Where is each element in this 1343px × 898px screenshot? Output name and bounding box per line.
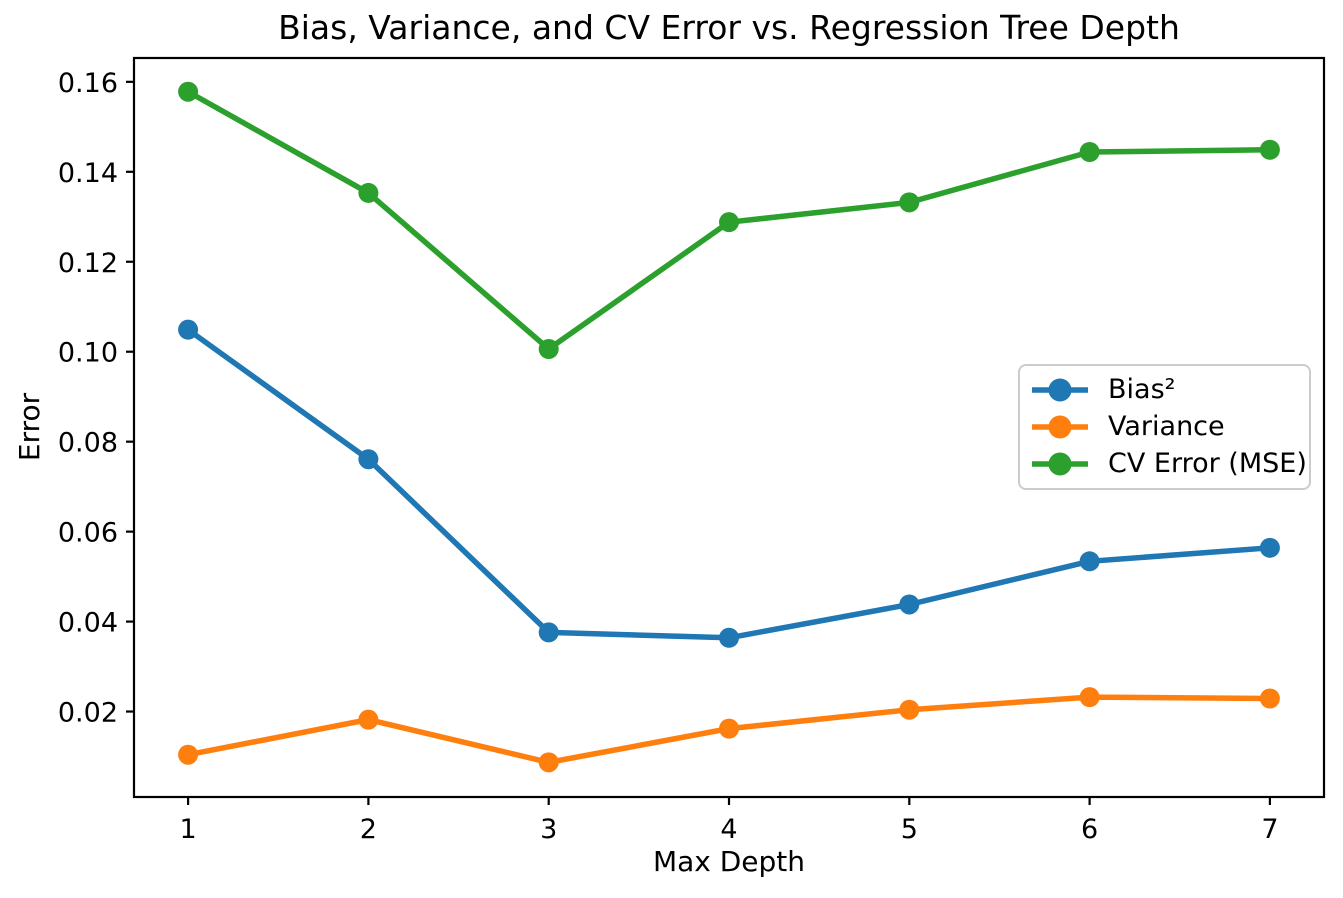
- x-tick-label: 1: [179, 814, 196, 845]
- x-tick-label: 4: [720, 814, 737, 845]
- data-point: [178, 81, 199, 102]
- data-point: [1259, 688, 1280, 709]
- axes-frame: [132, 56, 1326, 799]
- data-point: [178, 744, 199, 765]
- data-point: [899, 192, 920, 213]
- data-point: [719, 627, 739, 648]
- legend-label-variance: Variance: [1108, 410, 1225, 442]
- legend: Bias² Variance CV Error (MSE): [1018, 364, 1311, 490]
- data-point: [719, 212, 739, 233]
- y-tick-label: 0.02: [58, 698, 118, 729]
- legend-label-cv-error: CV Error (MSE): [1108, 447, 1307, 479]
- y-tick-label: 0.14: [58, 158, 118, 189]
- y-tick-label: 0.12: [58, 248, 118, 279]
- data-point: [899, 699, 920, 720]
- data-point: [1079, 142, 1100, 163]
- data-point: [358, 182, 379, 203]
- legend-item-bias2: Bias²: [1030, 374, 1299, 406]
- data-point: [538, 339, 559, 360]
- legend-item-variance: Variance: [1030, 411, 1299, 443]
- y-tick-label: 0.04: [58, 608, 118, 639]
- y-tick-label: 0.10: [58, 338, 118, 369]
- legend-swatch-bias2-icon: [1032, 378, 1088, 402]
- x-tick-label: 2: [360, 814, 377, 845]
- data-point: [1259, 139, 1280, 160]
- legend-swatch-cv-error-icon: [1032, 452, 1088, 476]
- data-point: [538, 622, 559, 643]
- legend-label-bias2: Bias²: [1108, 374, 1176, 406]
- data-point: [1079, 687, 1100, 708]
- data-point: [358, 709, 379, 730]
- data-point: [1259, 537, 1280, 558]
- legend-swatch-variance-icon: [1032, 415, 1088, 439]
- y-tick-label: 0.16: [58, 68, 118, 99]
- data-point: [358, 449, 379, 470]
- x-tick-label: 7: [1261, 814, 1278, 845]
- data-point: [178, 319, 199, 340]
- data-point: [719, 718, 739, 739]
- y-tick-label: 0.06: [58, 518, 118, 549]
- data-point: [1079, 551, 1100, 572]
- y-tick-label: 0.08: [58, 428, 118, 459]
- x-axis-label: Max Depth: [652, 845, 806, 878]
- chart-title: Bias, Variance, and CV Error vs. Regress…: [278, 8, 1180, 47]
- legend-item-cv-error: CV Error (MSE): [1030, 448, 1307, 480]
- x-tick-label: 6: [1081, 814, 1098, 845]
- x-tick-label: 5: [901, 814, 918, 845]
- data-point: [899, 594, 920, 615]
- x-tick-label: 3: [540, 814, 557, 845]
- data-point: [538, 752, 559, 773]
